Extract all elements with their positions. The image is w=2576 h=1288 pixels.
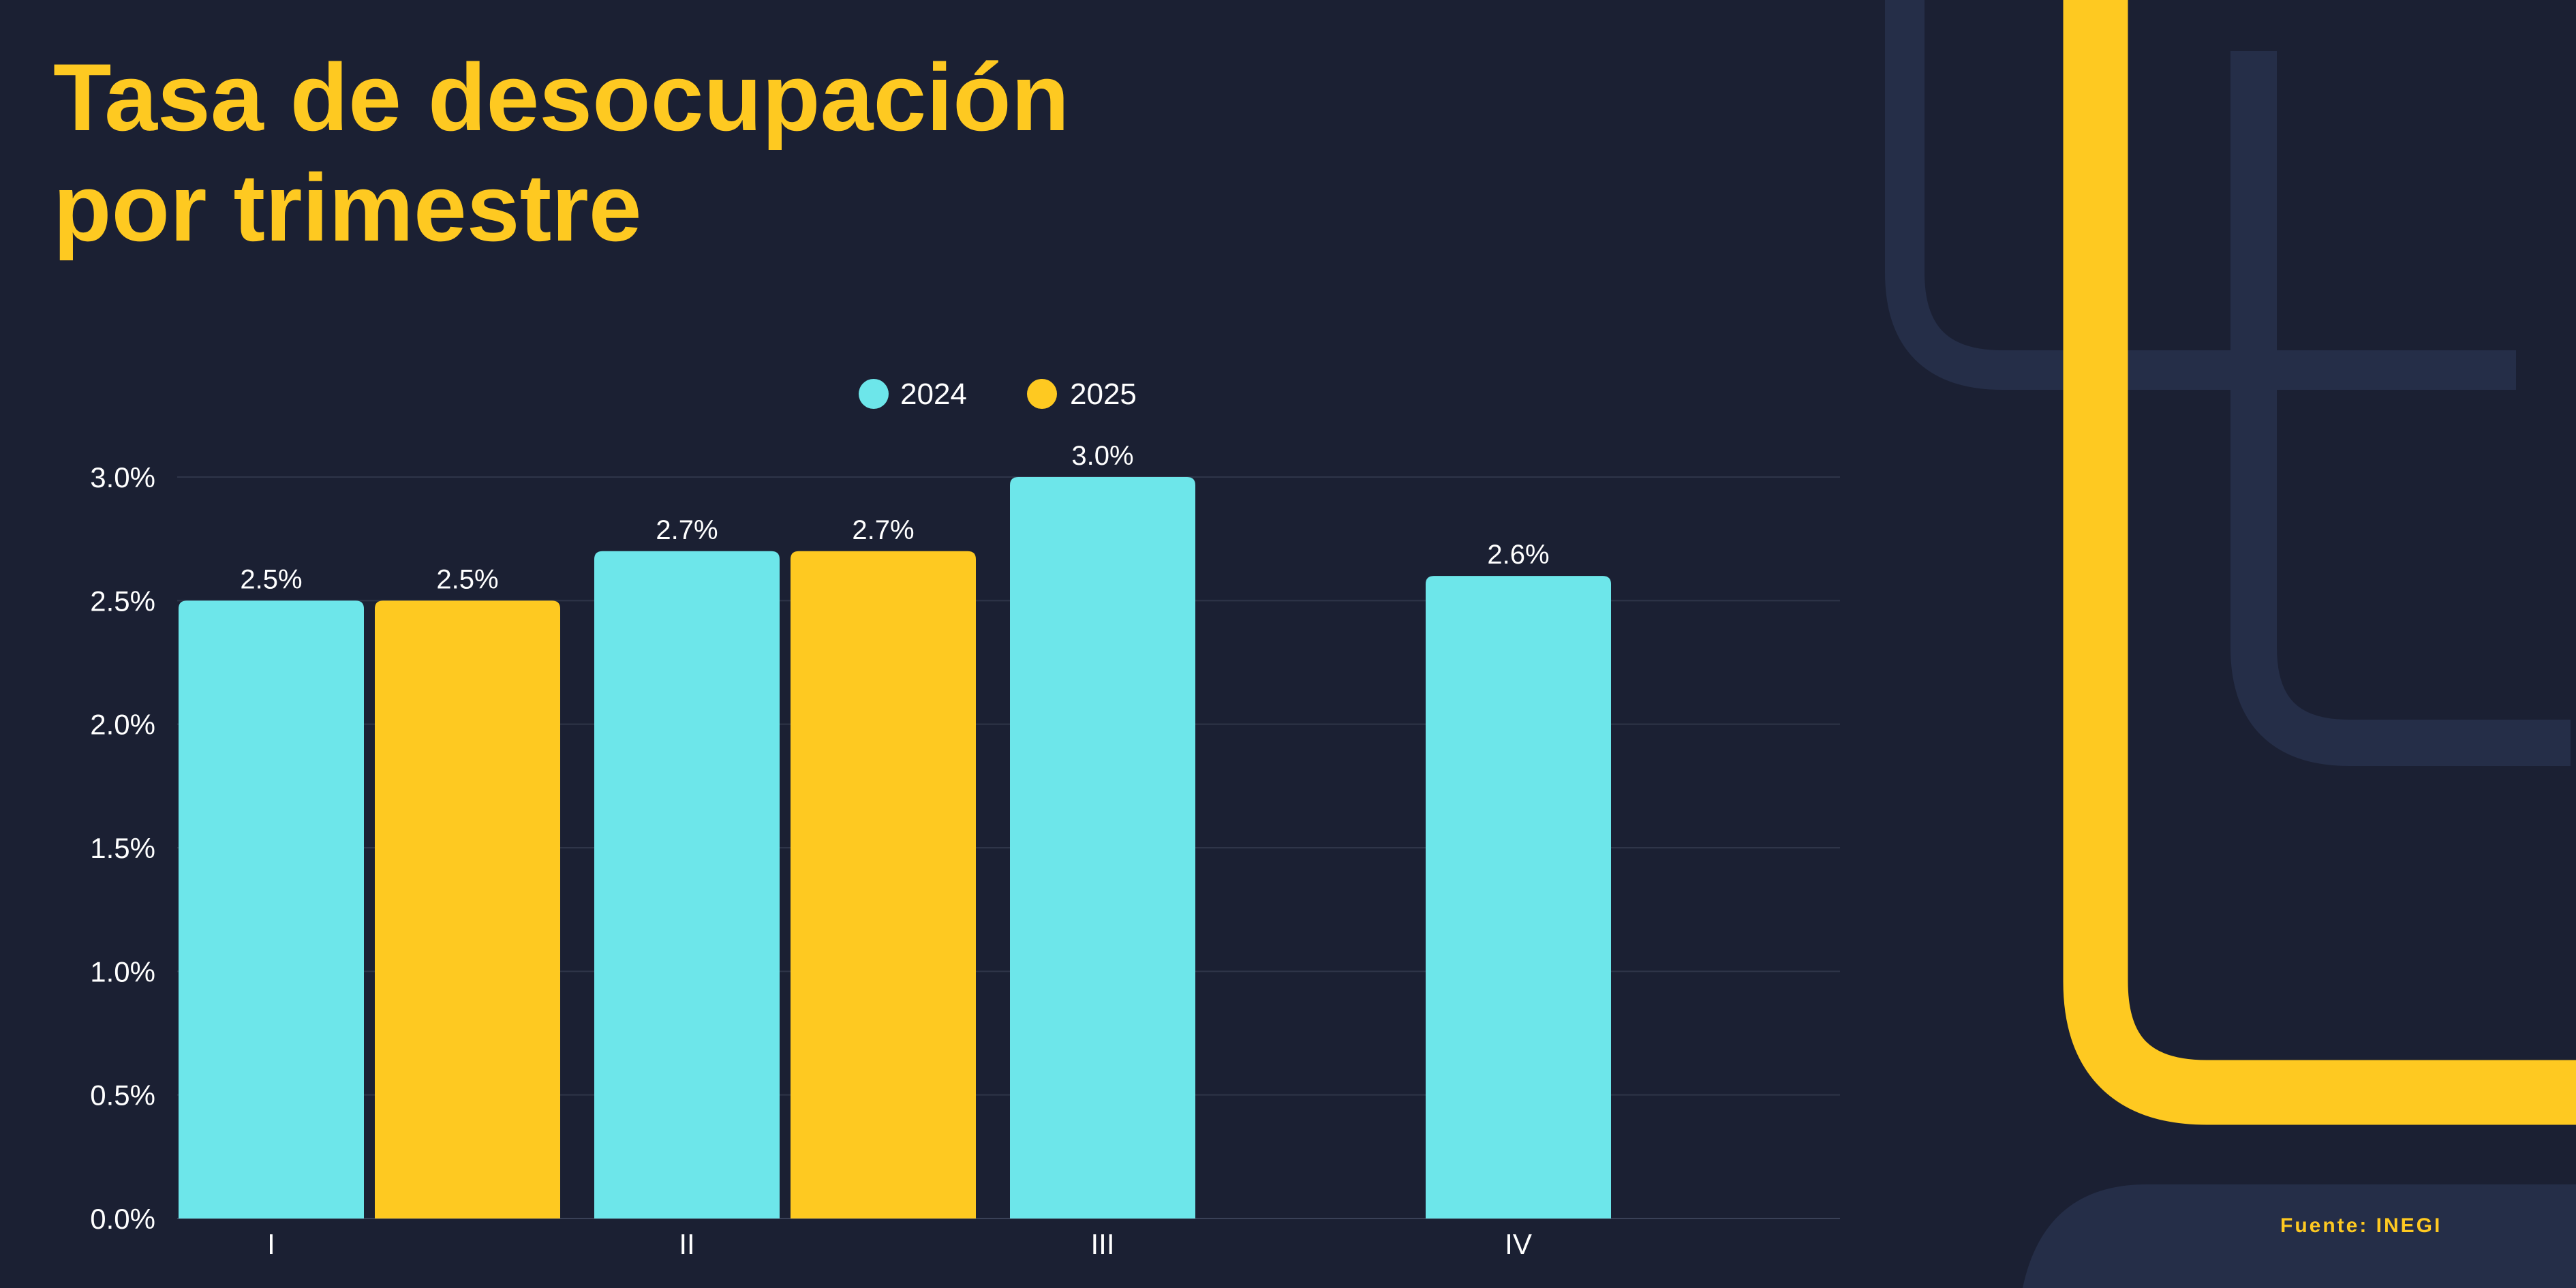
deco-navy-loop-right	[2230, 51, 2571, 766]
x-tick-label: III	[1090, 1228, 1114, 1260]
y-tick-label: 0.0%	[90, 1203, 155, 1235]
y-tick-label: 2.0%	[90, 709, 155, 741]
page-title-line-2: por trimestre	[53, 154, 642, 261]
data-label: 2.7%	[656, 515, 718, 545]
bar-2024-I	[179, 600, 364, 1218]
y-tick-label: 0.5%	[90, 1079, 155, 1111]
deco-navy-loop-left	[1885, 0, 2516, 390]
bars	[179, 477, 1611, 1218]
y-tick-label: 2.5%	[90, 585, 155, 617]
legend: 2024 2025	[859, 378, 1137, 411]
bar-2025-I	[375, 600, 560, 1218]
deco-navy-bottom-arc	[2023, 1184, 2576, 1288]
data-label: 2.5%	[436, 564, 498, 594]
bar-2024-III	[1010, 477, 1195, 1218]
data-label: 2.7%	[852, 515, 914, 545]
data-label: 2.6%	[1487, 540, 1549, 570]
x-axis-ticks: I II III IV	[267, 1228, 1532, 1260]
bar-2025-II	[791, 551, 976, 1218]
legend-label-2025: 2025	[1070, 378, 1137, 411]
y-axis-ticks: 0.0% 0.5% 1.0% 1.5% 2.0% 2.5% 3.0%	[90, 461, 155, 1235]
page-title: Tasa de desocupación por trimestre	[53, 42, 1069, 263]
y-tick-label: 3.0%	[90, 461, 155, 493]
data-labels: 2.5% 2.5% 2.7% 2.7% 3.0% 2.6%	[240, 441, 1549, 594]
data-label: 2.5%	[240, 564, 302, 594]
bar-2024-IV	[1426, 576, 1611, 1218]
x-tick-label: I	[267, 1228, 275, 1260]
source-note: Fuente: INEGI	[2280, 1214, 2442, 1237]
bar-2024-II	[594, 551, 780, 1218]
legend-swatch-2025	[1027, 379, 1057, 409]
legend-swatch-2024	[859, 379, 889, 409]
legend-label-2024: 2024	[900, 378, 967, 411]
x-tick-label: IV	[1505, 1228, 1532, 1260]
y-tick-label: 1.5%	[90, 832, 155, 864]
x-tick-label: II	[679, 1228, 694, 1260]
data-label: 3.0%	[1071, 441, 1133, 471]
deco-yellow-loop	[2063, 0, 2576, 1125]
page-title-line-1: Tasa de desocupación	[53, 44, 1070, 151]
y-tick-label: 1.0%	[90, 955, 155, 987]
